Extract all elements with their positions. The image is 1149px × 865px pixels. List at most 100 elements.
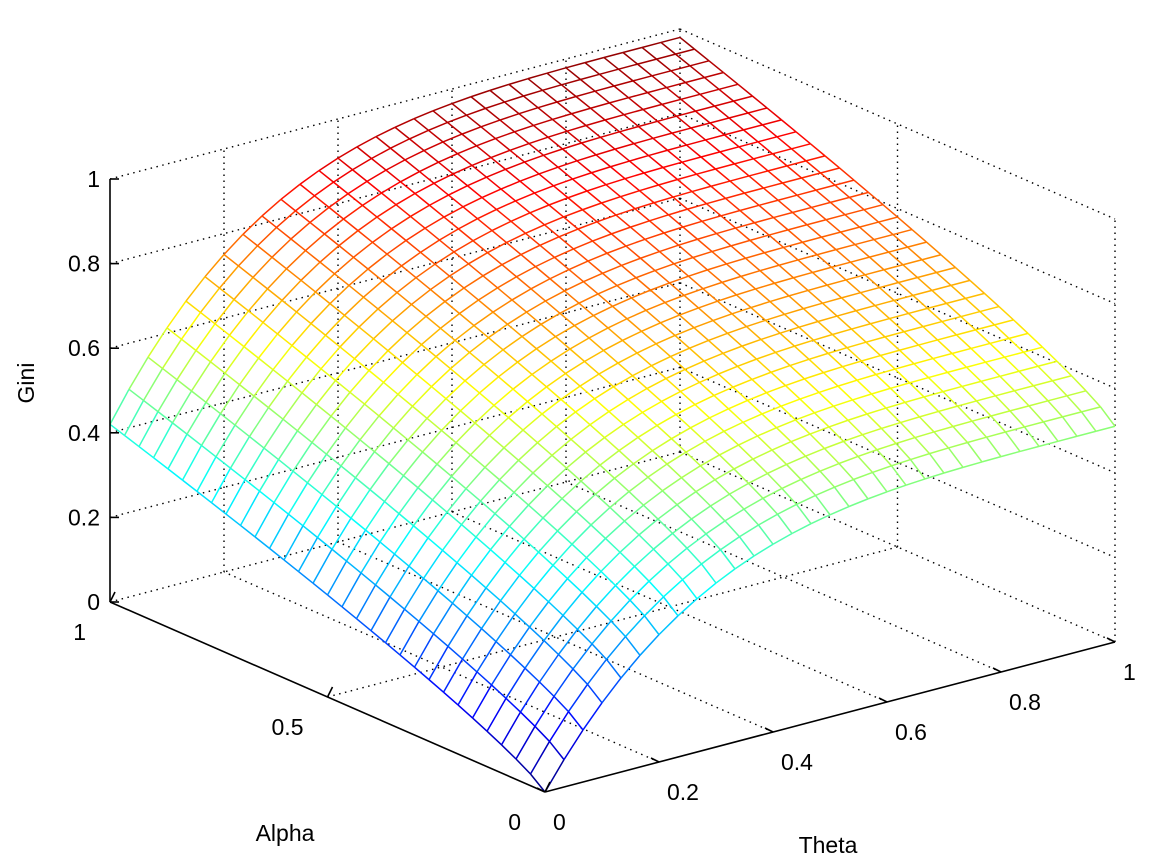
mesh-segment <box>662 477 682 492</box>
mesh-segment <box>360 572 376 586</box>
mesh-segment <box>428 121 448 132</box>
mesh-segment <box>894 368 911 384</box>
mesh-segment <box>578 293 599 304</box>
mesh-segment <box>243 321 264 348</box>
mesh-segment <box>898 276 918 284</box>
mesh-segment <box>769 295 790 303</box>
mesh-segment <box>660 322 676 337</box>
mesh-segment <box>706 197 726 205</box>
mesh-segment <box>531 373 547 388</box>
mesh-segment <box>770 364 791 373</box>
mesh-segment <box>747 112 763 126</box>
mesh-segment <box>724 520 741 538</box>
z-axis-label: Gini <box>13 363 39 404</box>
mesh-segment <box>442 141 458 155</box>
mesh-segment <box>495 640 512 656</box>
mesh-segment <box>642 108 658 122</box>
mesh-segment <box>720 215 736 229</box>
mesh-segment <box>653 196 674 204</box>
mesh-segment <box>760 332 781 341</box>
mesh-segment <box>701 215 722 223</box>
mesh-segment <box>782 182 798 196</box>
mesh-segment <box>647 476 664 492</box>
mesh-segment <box>291 323 312 347</box>
mesh-segment <box>805 160 821 174</box>
mesh-segment <box>555 324 575 338</box>
mesh-segment <box>552 118 568 132</box>
mesh-segment <box>618 68 634 82</box>
mesh-segment <box>619 551 636 567</box>
mesh-segment <box>732 378 753 388</box>
mesh-segment <box>421 429 443 453</box>
mesh-segment <box>583 281 599 295</box>
mesh-segment <box>869 323 886 338</box>
mesh-segment <box>577 228 593 242</box>
mesh-segment <box>419 161 439 173</box>
mesh-segment <box>613 477 630 493</box>
mesh-segment <box>792 206 812 214</box>
z-tick-label: 0.8 <box>68 251 100 277</box>
mesh-segment <box>708 332 728 342</box>
mesh-segment <box>604 423 624 439</box>
mesh-segment <box>252 276 268 290</box>
mesh-segment <box>257 333 279 359</box>
mesh-segment <box>464 380 480 394</box>
mesh-segment <box>715 168 731 182</box>
mesh-segment <box>495 137 511 151</box>
mesh-segment <box>479 392 495 406</box>
mesh-segment <box>488 323 508 339</box>
mesh-segment <box>586 658 608 685</box>
mesh-segment <box>643 166 664 174</box>
mesh-segment <box>753 153 773 160</box>
mesh-segment <box>635 269 656 279</box>
mesh-segment <box>540 312 561 325</box>
mesh-segment <box>480 600 502 630</box>
mesh-segment <box>772 148 792 155</box>
mesh-segment <box>704 76 720 90</box>
mesh-segment <box>841 366 858 381</box>
mesh-segment <box>1037 365 1054 382</box>
mesh-segment <box>228 310 250 336</box>
mesh-segment <box>606 245 627 254</box>
mesh-segment <box>772 532 793 545</box>
mesh-segment <box>851 399 868 415</box>
mesh-segment <box>356 135 377 148</box>
mesh-segment <box>618 63 638 70</box>
mesh-segment <box>537 426 557 444</box>
mesh-segment <box>470 454 486 468</box>
mesh-segment <box>573 248 589 262</box>
mesh-segment <box>554 256 570 271</box>
mesh-segment <box>337 157 353 171</box>
box-edge <box>679 451 1116 643</box>
mesh-segment <box>870 317 890 325</box>
mesh-segment <box>962 461 983 469</box>
mesh-segment <box>884 330 905 338</box>
mesh-segment <box>595 477 615 495</box>
mesh-segment <box>957 400 977 407</box>
mesh-segment <box>561 480 582 500</box>
mesh-segment <box>578 302 594 317</box>
mesh-segment <box>636 343 657 354</box>
mesh-segment <box>511 299 527 313</box>
mesh-segment <box>466 587 487 617</box>
mesh-segment <box>976 395 996 402</box>
mesh-segment <box>886 484 907 493</box>
mesh-segment <box>442 133 463 143</box>
mesh-segment <box>712 313 733 322</box>
mesh-segment <box>397 393 413 407</box>
mesh-segment <box>496 208 512 222</box>
mesh-segment <box>763 182 783 189</box>
mesh-segment <box>1070 375 1087 392</box>
mesh-segment <box>557 160 578 168</box>
mesh-segment <box>513 491 529 506</box>
mesh-segment <box>595 148 616 156</box>
mesh-segment <box>755 358 772 373</box>
mesh-segment <box>224 372 240 386</box>
mesh-segment <box>859 226 875 241</box>
box-edge <box>109 451 681 603</box>
mesh-segment <box>306 356 322 370</box>
mesh-segment <box>974 329 991 344</box>
mesh-segment <box>547 136 563 150</box>
mesh-segment <box>717 373 734 388</box>
